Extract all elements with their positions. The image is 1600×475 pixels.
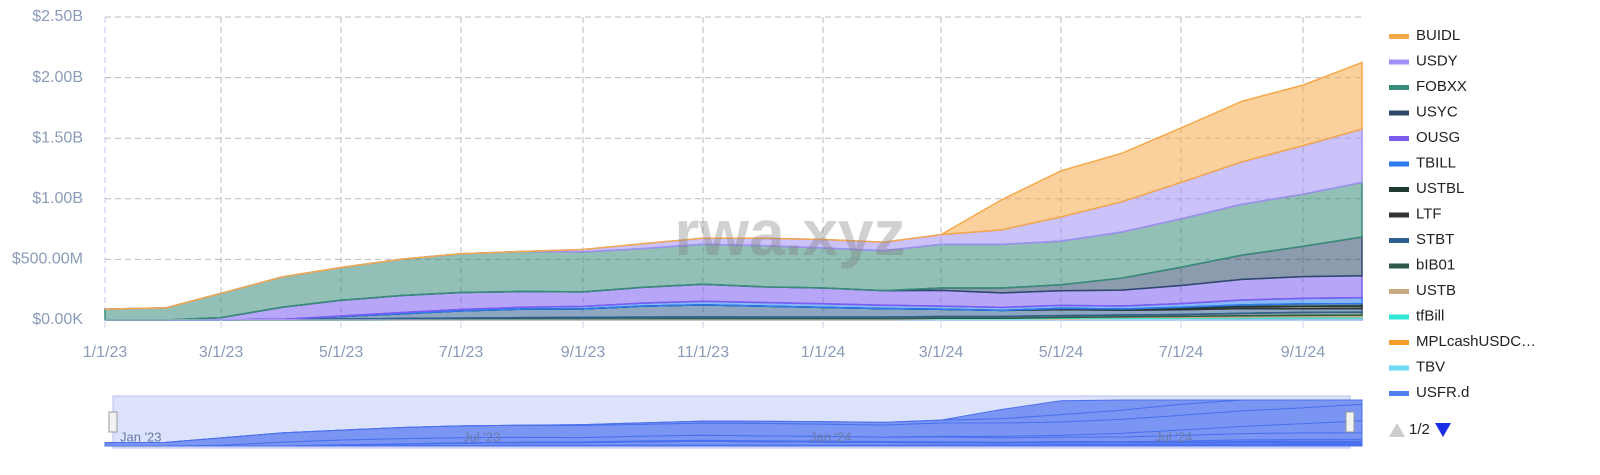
x-tick-label: 11/1/23 [677, 344, 729, 361]
legend-swatch [1389, 289, 1409, 294]
y-tick-label: $1.00B [32, 190, 83, 207]
legend-label: TBILL [1416, 154, 1456, 171]
navigator-label: Jan '23 [120, 429, 162, 444]
x-tick-label: 7/1/24 [1159, 344, 1204, 361]
legend-swatch [1389, 85, 1409, 90]
legend-label: MPLcashUSDC… [1416, 333, 1536, 350]
legend-next[interactable] [1435, 423, 1451, 437]
legend-label: USFR.d [1416, 384, 1469, 401]
legend-label: USDY [1416, 52, 1458, 69]
legend-label: tfBill [1416, 307, 1444, 324]
legend-swatch [1389, 238, 1409, 243]
navigator-label: Jul '23 [463, 429, 500, 444]
x-tick-label: 9/1/24 [1281, 344, 1326, 361]
legend-label: USYC [1416, 103, 1458, 120]
y-tick-label: $2.00B [32, 69, 83, 86]
legend-prev[interactable] [1389, 423, 1405, 437]
legend-label: BUIDL [1416, 27, 1460, 44]
legend-page: 1/2 [1409, 421, 1430, 438]
navigator-handle[interactable] [1346, 412, 1354, 432]
chart: rwa.xyz $0.00K $500.00M $1.00B $1.50B $2.00B… [0, 0, 1600, 475]
legend-swatch [1389, 213, 1409, 218]
legend-swatch [1389, 187, 1409, 192]
legend-swatch [1389, 340, 1409, 345]
legend-swatch [1389, 315, 1409, 320]
legend-label: STBT [1416, 231, 1454, 248]
legend-swatch [1389, 136, 1409, 141]
x-tick-label: 1/1/24 [801, 344, 846, 361]
legend-label: FOBXX [1416, 78, 1467, 95]
navigator-label: Jul '24 [1155, 429, 1192, 444]
legend-label: USTB [1416, 282, 1456, 299]
legend-swatch [1389, 111, 1409, 116]
y-tick-label: $0.00K [32, 311, 83, 328]
legend-label: USTBL [1416, 180, 1464, 197]
navigator-label: Jan '24 [810, 429, 852, 444]
x-tick-label: 3/1/23 [199, 344, 244, 361]
x-tick-label: 3/1/24 [919, 344, 964, 361]
y-tick-label: $500.00M [12, 251, 83, 268]
legend-label: LTF [1416, 205, 1442, 222]
x-tick-label: 1/1/23 [83, 344, 128, 361]
x-tick-label: 7/1/23 [439, 344, 484, 361]
legend-swatch [1389, 264, 1409, 269]
legend-label: OUSG [1416, 129, 1460, 146]
x-tick-label: 5/1/24 [1039, 344, 1084, 361]
legend-swatch [1389, 366, 1409, 371]
x-tick-label: 5/1/23 [319, 344, 364, 361]
legend-swatch [1389, 162, 1409, 167]
y-tick-label: $1.50B [32, 129, 83, 146]
y-tick-label: $2.50B [32, 8, 83, 25]
legend-swatch [1389, 60, 1409, 65]
legend-label: TBV [1416, 358, 1445, 375]
x-tick-label: 9/1/23 [561, 344, 606, 361]
legend-swatch [1389, 34, 1409, 39]
legend-label: bIB01 [1416, 256, 1455, 273]
navigator-handle[interactable] [109, 412, 117, 432]
legend-swatch [1389, 391, 1409, 396]
watermark: rwa.xyz [674, 197, 905, 269]
